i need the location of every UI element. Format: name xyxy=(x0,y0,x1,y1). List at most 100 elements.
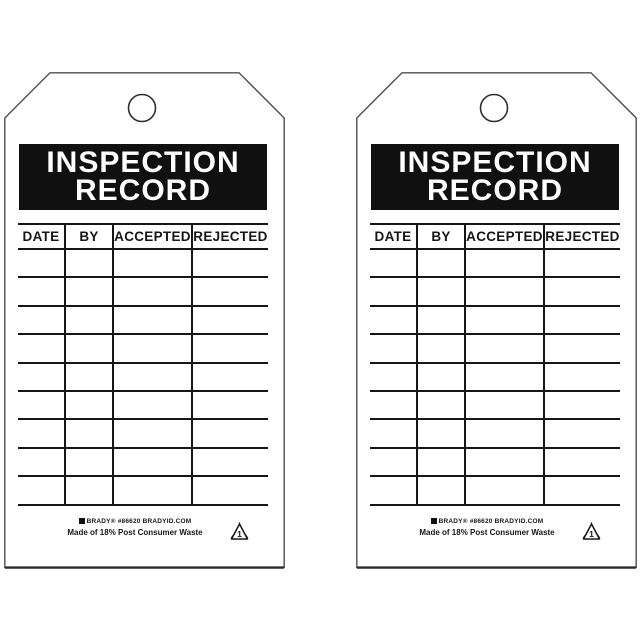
empty-cell xyxy=(417,447,466,478)
title-line1: INSPECTION xyxy=(46,146,240,179)
empty-cell xyxy=(370,334,418,364)
empty-cell xyxy=(18,362,66,392)
empty-cell xyxy=(192,362,268,392)
recycle-type1-icon: 1 xyxy=(582,522,601,540)
title-banner: INSPECTION RECORD xyxy=(371,144,619,210)
empty-cell xyxy=(417,249,466,279)
empty-cell xyxy=(65,249,114,279)
punch-hole xyxy=(479,93,509,123)
empty-cell xyxy=(65,447,114,478)
empty-cell xyxy=(465,419,545,449)
header-by: BY xyxy=(417,223,466,250)
table-row xyxy=(18,305,268,336)
header-rejected: REJECTED xyxy=(192,223,268,250)
empty-cell xyxy=(465,249,545,279)
empty-cell xyxy=(544,476,620,506)
brand-line: BRADY® #86620 BRADYID.COM xyxy=(382,518,592,525)
footer-text: BRADY® #86620 BRADYID.COM Made of 18% Po… xyxy=(30,518,240,537)
empty-cell xyxy=(113,447,193,478)
empty-cell xyxy=(192,390,268,421)
table-row xyxy=(370,277,620,307)
table-row xyxy=(18,390,268,421)
empty-cell xyxy=(544,419,620,449)
empty-cell xyxy=(417,334,466,364)
inspection-table: DATE BY ACCEPTED REJECTED xyxy=(18,223,268,506)
table-row xyxy=(18,277,268,307)
empty-cell xyxy=(370,249,418,279)
table-row xyxy=(18,447,268,478)
header-accepted: ACCEPTED xyxy=(465,223,545,250)
empty-cell xyxy=(65,419,114,449)
table-row xyxy=(370,249,620,279)
empty-cell xyxy=(18,419,66,449)
table-header-row: DATE BY ACCEPTED REJECTED xyxy=(18,223,268,250)
empty-cell xyxy=(417,277,466,307)
empty-cell xyxy=(370,362,418,392)
empty-cell xyxy=(113,249,193,279)
table-header-row: DATE BY ACCEPTED REJECTED xyxy=(370,223,620,250)
table-row xyxy=(370,390,620,421)
empty-cell xyxy=(465,362,545,392)
table-row xyxy=(18,362,268,392)
brady-logo-icon xyxy=(78,518,85,524)
empty-cell xyxy=(417,362,466,392)
table-row xyxy=(370,334,620,364)
table-row xyxy=(18,419,268,449)
title-banner: INSPECTION RECORD xyxy=(19,144,267,210)
recycle-number: 1 xyxy=(589,529,594,539)
empty-cell xyxy=(18,334,66,364)
brand-line-text: BRADY® #86620 BRADYID.COM xyxy=(438,518,544,525)
tag-footer: BRADY® #86620 BRADYID.COM Made of 18% Po… xyxy=(356,506,637,569)
table-row xyxy=(370,476,620,506)
inspection-tag: INSPECTION RECORD DATE BY ACCEPTED REJEC… xyxy=(4,72,285,569)
table-row xyxy=(370,362,620,392)
empty-cell xyxy=(113,390,193,421)
empty-cell xyxy=(113,476,193,506)
empty-cell xyxy=(465,305,545,336)
empty-cell xyxy=(192,447,268,478)
footer-text: BRADY® #86620 BRADYID.COM Made of 18% Po… xyxy=(382,518,592,537)
inspection-tag: INSPECTION RECORD DATE BY ACCEPTED REJEC… xyxy=(356,72,637,569)
title-line2: RECORD xyxy=(426,174,563,207)
title-line2: RECORD xyxy=(74,174,211,207)
empty-cell xyxy=(18,249,66,279)
empty-cell xyxy=(192,277,268,307)
empty-cell xyxy=(65,305,114,336)
recycle-triangle xyxy=(230,523,249,540)
material-line: Made of 18% Post Consumer Waste xyxy=(419,528,555,537)
empty-cell xyxy=(65,390,114,421)
empty-cell xyxy=(417,305,466,336)
brand-line-text: BRADY® #86620 BRADYID.COM xyxy=(86,518,192,525)
material-line: Made of 18% Post Consumer Waste xyxy=(67,528,203,537)
header-accepted: ACCEPTED xyxy=(113,223,193,250)
header-date: DATE xyxy=(370,223,418,250)
empty-cell xyxy=(192,249,268,279)
empty-cell xyxy=(417,476,466,506)
table-row xyxy=(18,334,268,364)
inspection-table-body xyxy=(370,249,620,506)
empty-cell xyxy=(113,419,193,449)
inspection-table: DATE BY ACCEPTED REJECTED xyxy=(370,223,620,506)
empty-cell xyxy=(370,476,418,506)
table-row xyxy=(18,476,268,506)
empty-cell xyxy=(65,277,114,307)
recycle-number: 1 xyxy=(237,529,242,539)
recycle-type1-icon: 1 xyxy=(230,522,249,540)
header-rejected: REJECTED xyxy=(544,223,620,250)
empty-cell xyxy=(544,447,620,478)
title-line1: INSPECTION xyxy=(398,146,592,179)
empty-cell xyxy=(192,334,268,364)
brand-line: BRADY® #86620 BRADYID.COM xyxy=(30,518,240,525)
punch-hole xyxy=(127,93,157,123)
empty-cell xyxy=(192,305,268,336)
empty-cell xyxy=(192,419,268,449)
empty-cell xyxy=(113,362,193,392)
empty-cell xyxy=(113,305,193,336)
empty-cell xyxy=(465,390,545,421)
empty-cell xyxy=(18,476,66,506)
table-row xyxy=(18,249,268,279)
empty-cell xyxy=(370,419,418,449)
table-row xyxy=(370,419,620,449)
empty-cell xyxy=(465,277,545,307)
